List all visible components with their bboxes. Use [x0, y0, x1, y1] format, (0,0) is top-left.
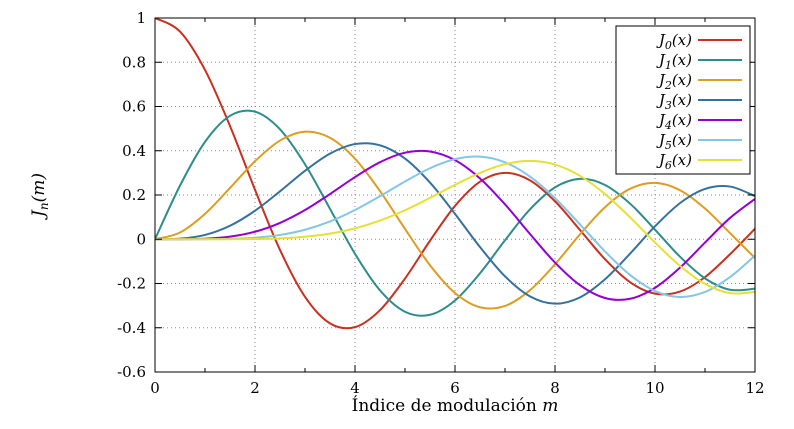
legend-label: J2(x): [656, 71, 692, 92]
legend-entry-J4: J4(x): [656, 111, 742, 132]
legend-label: J0(x): [656, 31, 692, 52]
y-tick-label: -0.6: [117, 363, 146, 381]
y-tick-label: 0.6: [122, 98, 146, 116]
y-tick-label: 1: [136, 9, 146, 27]
x-tick-label: 4: [350, 379, 360, 397]
x-tick-label: 8: [550, 379, 560, 397]
curve-J2: [155, 130, 755, 310]
curve-J6: [155, 159, 755, 295]
curve-J1: [155, 109, 755, 317]
x-tick-label: 6: [450, 379, 460, 397]
y-axis-label: Jn(m): [29, 173, 51, 217]
legend-entry-J2: J2(x): [656, 71, 742, 92]
y-tick-label: 0.8: [122, 53, 146, 71]
y-axis-label-base: J: [28, 210, 49, 217]
legend-label: J5(x): [656, 131, 692, 152]
y-axis-label-sub: n: [37, 202, 52, 211]
x-axis-label-text: Índice de modulación: [351, 396, 537, 416]
x-tick-label: 12: [745, 379, 764, 397]
tick-labels: 0 2 4 6 8 10 12 1 0.8 0.6 0.4 0.2 0 -0.2 -0.4 -0.6: [117, 9, 764, 397]
legend-entry-J1: J1(x): [656, 51, 742, 72]
curves: [155, 18, 755, 330]
curve-J3: [155, 142, 755, 305]
legend-entry-J3: J3(x): [656, 91, 742, 112]
legend-entry-J0: J0(x): [656, 31, 742, 52]
x-tick-label: 0: [150, 379, 160, 397]
curve-J5: [155, 155, 755, 299]
legend-entry-J6: J6(x): [656, 151, 742, 172]
x-axis-label: Índice de modulación m: [155, 396, 755, 416]
y-axis-label-args: (m): [28, 173, 49, 203]
y-tick-label: 0: [136, 230, 146, 248]
legend-entry-J5: J5(x): [656, 131, 742, 152]
x-axis-label-var: m: [542, 396, 559, 416]
legend-label: J3(x): [656, 91, 692, 112]
y-tick-label: 0.2: [122, 186, 146, 204]
y-tick-label: -0.2: [117, 275, 146, 293]
legend-label: J4(x): [656, 111, 692, 132]
legend: J0(x)J1(x)J2(x)J3(x)J4(x)J5(x)J6(x): [615, 25, 751, 175]
y-tick-label: -0.4: [117, 319, 146, 337]
legend-label: J1(x): [656, 51, 692, 72]
y-tick-label: 0.4: [122, 142, 146, 160]
x-tick-label: 10: [645, 379, 664, 397]
legend-label: J6(x): [656, 151, 692, 172]
x-tick-label: 2: [250, 379, 260, 397]
curve-J0: [155, 18, 755, 330]
